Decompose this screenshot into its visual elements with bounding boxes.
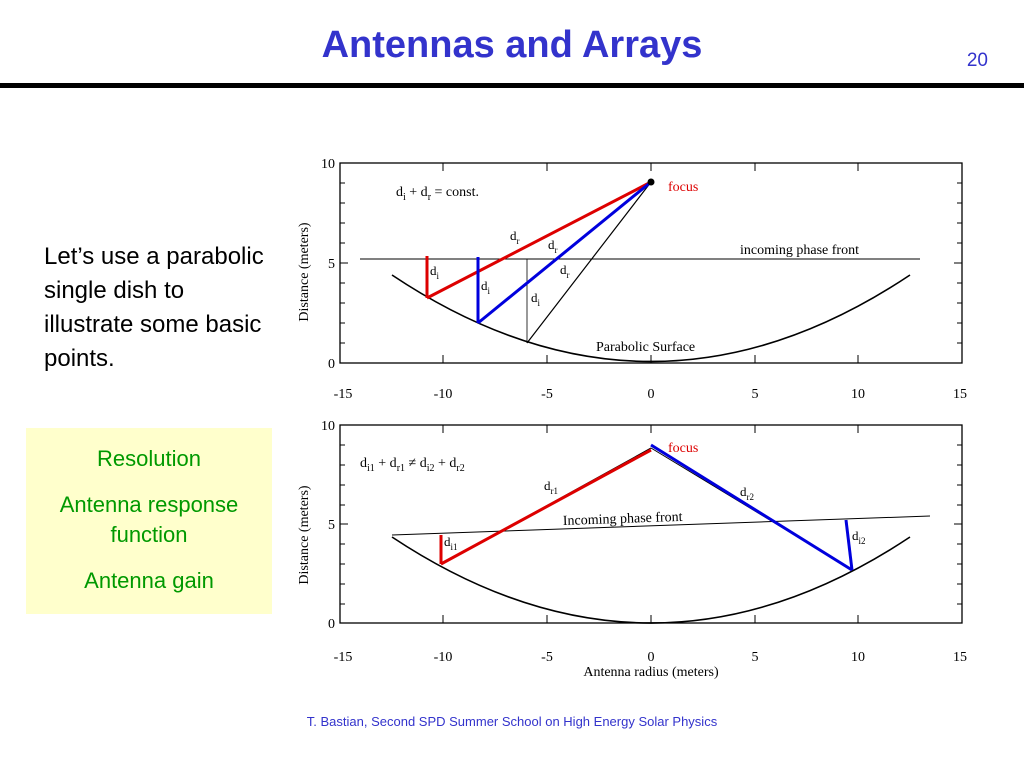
bottom-phase-front xyxy=(391,515,931,536)
top-label-dr: dr xyxy=(548,237,558,255)
top-parabola xyxy=(391,274,911,363)
top-surface-label: Parabolic Surface xyxy=(596,340,695,355)
slide-title: Antennas and Arrays xyxy=(321,24,703,66)
top-ytick: 10 xyxy=(321,157,335,172)
top-xtick: -10 xyxy=(434,387,453,402)
top-ytick: 0 xyxy=(328,357,335,372)
top-ytick: 5 xyxy=(328,257,335,272)
title-rule xyxy=(0,83,1024,88)
topic-antenna-response: Antenna response function xyxy=(59,492,239,547)
bottom-xtick: -5 xyxy=(541,650,553,665)
bottom-equation: di1 + dr1 ≠ di2 + dr2 xyxy=(360,456,465,474)
bottom-xtick: 0 xyxy=(648,650,655,665)
top-focus-label: focus xyxy=(668,180,698,195)
bottom-ytick: 10 xyxy=(321,419,335,434)
top-label-di: di xyxy=(531,290,541,308)
bottom-ytick: 5 xyxy=(328,518,335,533)
bottom-phase-front-label: Incoming phase front xyxy=(563,510,683,529)
top-xtick: 0 xyxy=(648,387,655,402)
bottom-xtick: -15 xyxy=(334,650,353,665)
top-red-reflected xyxy=(426,180,652,300)
top-xtick: 5 xyxy=(752,387,759,402)
bottom-ytick-labels: 0 5 10 xyxy=(321,419,335,632)
footer-credit: T. Bastian, Second SPD Summer School on … xyxy=(306,714,718,729)
top-xtick: -5 xyxy=(541,387,553,402)
top-xtick: -15 xyxy=(334,387,353,402)
top-label-di: di xyxy=(430,263,440,281)
bottom-xtick: -10 xyxy=(434,650,453,665)
top-phase-front-label: incoming phase front xyxy=(740,243,859,258)
bottom-xlabel: Antenna radius (meters) xyxy=(583,665,719,680)
bottom-focus-label: focus xyxy=(668,441,698,456)
top-equation: di + dr = const. xyxy=(396,185,479,203)
top-ytick-labels: 0 5 10 xyxy=(321,157,335,372)
bottom-label-di2: di2 xyxy=(852,528,866,546)
top-black-ray xyxy=(526,181,652,344)
top-xtick: 15 xyxy=(953,387,967,402)
top-ylabel: Distance (meters) xyxy=(297,222,312,321)
top-blue-reflected xyxy=(477,180,652,325)
bottom-xtick-labels: -15 -10 -5 0 5 10 15 xyxy=(334,650,967,665)
bottom-label-dr2: dr2 xyxy=(740,484,754,502)
bottom-red-reflected xyxy=(440,448,652,566)
slide-number: 20 xyxy=(966,50,988,71)
bottom-ytick: 0 xyxy=(328,617,335,632)
top-label-dr: dr xyxy=(510,228,520,246)
topic-resolution: Resolution xyxy=(97,446,201,471)
bottom-plot: -15 -10 -5 0 5 10 15 0 5 10 Distance (me… xyxy=(297,419,967,680)
intro-text: Let’s use a parabolic single dish to ill… xyxy=(44,243,264,372)
bottom-xtick: 10 xyxy=(851,650,865,665)
topic-antenna-gain: Antenna gain xyxy=(84,568,214,593)
bottom-xtick: 15 xyxy=(953,650,967,665)
top-label-di: di xyxy=(481,278,491,296)
top-plot: -15 -10 -5 0 5 10 15 0 5 10 Distance (me… xyxy=(297,157,967,402)
top-label-dr: dr xyxy=(560,262,570,280)
bottom-xtick: 5 xyxy=(752,650,759,665)
top-ticks xyxy=(340,163,962,363)
bottom-parabola xyxy=(391,536,911,624)
top-xtick-labels: -15 -10 -5 0 5 10 15 xyxy=(334,387,967,402)
bottom-label-dr1: dr1 xyxy=(544,478,558,496)
bottom-label-di1: di1 xyxy=(444,534,458,552)
top-xtick: 10 xyxy=(851,387,865,402)
bottom-blue-reflected xyxy=(650,443,853,572)
bottom-ticks xyxy=(340,425,962,623)
topics-box: Resolution Antenna response function Ant… xyxy=(26,428,272,614)
top-focus-point xyxy=(647,178,655,186)
bottom-blue-incident xyxy=(844,519,854,571)
bottom-ylabel: Distance (meters) xyxy=(297,485,312,584)
